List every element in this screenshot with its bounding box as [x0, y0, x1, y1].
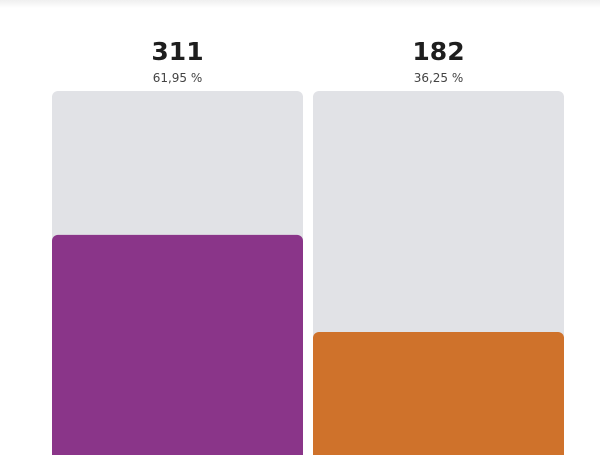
bar	[313, 331, 564, 455]
percent-label: 61,95 %	[153, 71, 203, 85]
count-label: 311	[151, 37, 203, 66]
count-label: 182	[412, 37, 464, 66]
bar	[52, 234, 303, 455]
top-shadow	[0, 0, 600, 8]
percent-label: 36,25 %	[414, 71, 464, 85]
